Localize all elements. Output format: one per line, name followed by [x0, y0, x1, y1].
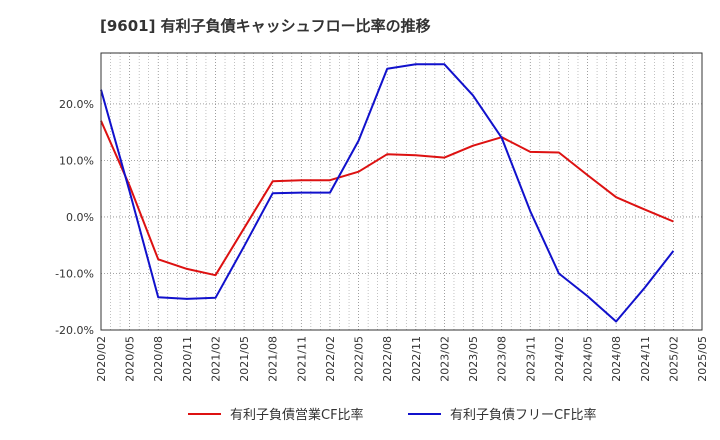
y-tick-label: 0.0%: [66, 211, 94, 224]
x-axis-ticks: 2020/02 2020/05 2020/08 2020/11 2021/02 2021/…: [95, 336, 709, 382]
x-tick-label: 2021/08: [267, 336, 280, 382]
x-tick-label: 2022/05: [353, 336, 366, 382]
x-tick-label: 2022/11: [410, 336, 423, 382]
legend-label: 有利子負債営業CF比率: [230, 407, 364, 423]
legend-label: 有利子負債フリーCF比率: [450, 407, 597, 423]
x-tick-label: 2022/08: [381, 336, 394, 382]
series-lines: [100, 63, 675, 323]
x-tick-label: 2022/02: [324, 336, 337, 382]
x-tick-label: 2025/05: [696, 336, 709, 382]
plot-area-border: [100, 52, 703, 331]
x-tick-label: 2025/02: [667, 336, 680, 382]
grid: [100, 53, 703, 331]
legend: 有利子負債営業CF比率 有利子負債フリーCF比率: [188, 407, 597, 423]
x-tick-label: 2023/02: [438, 336, 451, 382]
x-tick-label: 2021/02: [209, 336, 222, 382]
x-tick-label: 2023/11: [524, 336, 537, 382]
y-tick-label: -10.0%: [55, 267, 94, 280]
x-tick-label: 2024/08: [610, 336, 623, 382]
x-tick-label: 2020/05: [124, 336, 137, 382]
x-tick-label: 2021/05: [238, 336, 251, 382]
x-tick-label: 2020/11: [181, 336, 194, 382]
x-tick-label: 2021/11: [295, 336, 308, 382]
chart-title: [9601] 有利子負債キャッシュフロー比率の推移: [100, 17, 431, 35]
x-tick-label: 2024/02: [553, 336, 566, 382]
y-tick-label: 20.0%: [59, 98, 94, 111]
series-line-operating-cf: [100, 120, 674, 277]
x-tick-label: 2023/08: [496, 336, 509, 382]
x-tick-label: 2020/08: [152, 336, 165, 382]
x-tick-label: 2023/05: [467, 336, 480, 382]
x-tick-label: 2020/02: [95, 336, 108, 382]
series-line-free-cf: [100, 63, 675, 323]
y-tick-label: 10.0%: [59, 154, 94, 167]
x-tick-label: 2024/11: [639, 336, 652, 382]
x-tick-label: 2024/05: [582, 336, 595, 382]
y-tick-label: -20.0%: [55, 324, 94, 337]
y-axis-ticks: -20.0% -10.0% 0.0% 10.0% 20.0%: [55, 98, 94, 337]
